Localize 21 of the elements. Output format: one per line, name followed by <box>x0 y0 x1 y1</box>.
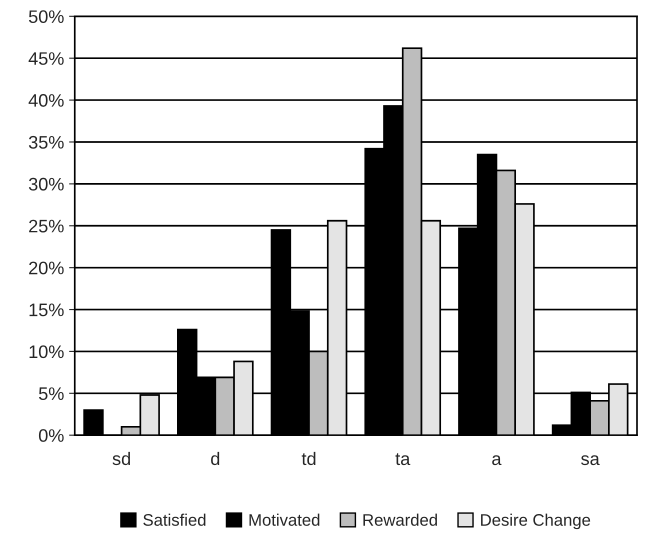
y-tick-label: 40% <box>28 94 64 107</box>
x-tick-label: td <box>302 452 316 466</box>
y-tick-label: 45% <box>28 52 64 65</box>
x-tick-label: sa <box>581 455 600 466</box>
x-tick-label: sd <box>112 452 130 466</box>
legend-label: Desire Change <box>481 514 590 530</box>
y-tick-label: 5% <box>38 387 64 400</box>
y-tick-label: 50% <box>28 10 64 24</box>
x-tick-label: d <box>211 452 220 466</box>
x-tick-label: a <box>492 455 502 466</box>
y-tick-label: 20% <box>29 262 64 274</box>
y-tick-label: 15% <box>30 304 64 316</box>
legend-label: Satisfied <box>143 514 206 526</box>
legend-label: Rewarded <box>363 514 437 526</box>
y-tick-label: 35% <box>28 136 64 149</box>
x-tick-label: ta <box>395 453 410 466</box>
y-tick-label: 10% <box>30 345 64 358</box>
legend-label: Motivated <box>250 514 320 526</box>
y-tick-label: 0% <box>38 429 64 442</box>
y-tick-label: 30% <box>28 178 64 191</box>
y-tick-label: 25% <box>29 220 64 232</box>
